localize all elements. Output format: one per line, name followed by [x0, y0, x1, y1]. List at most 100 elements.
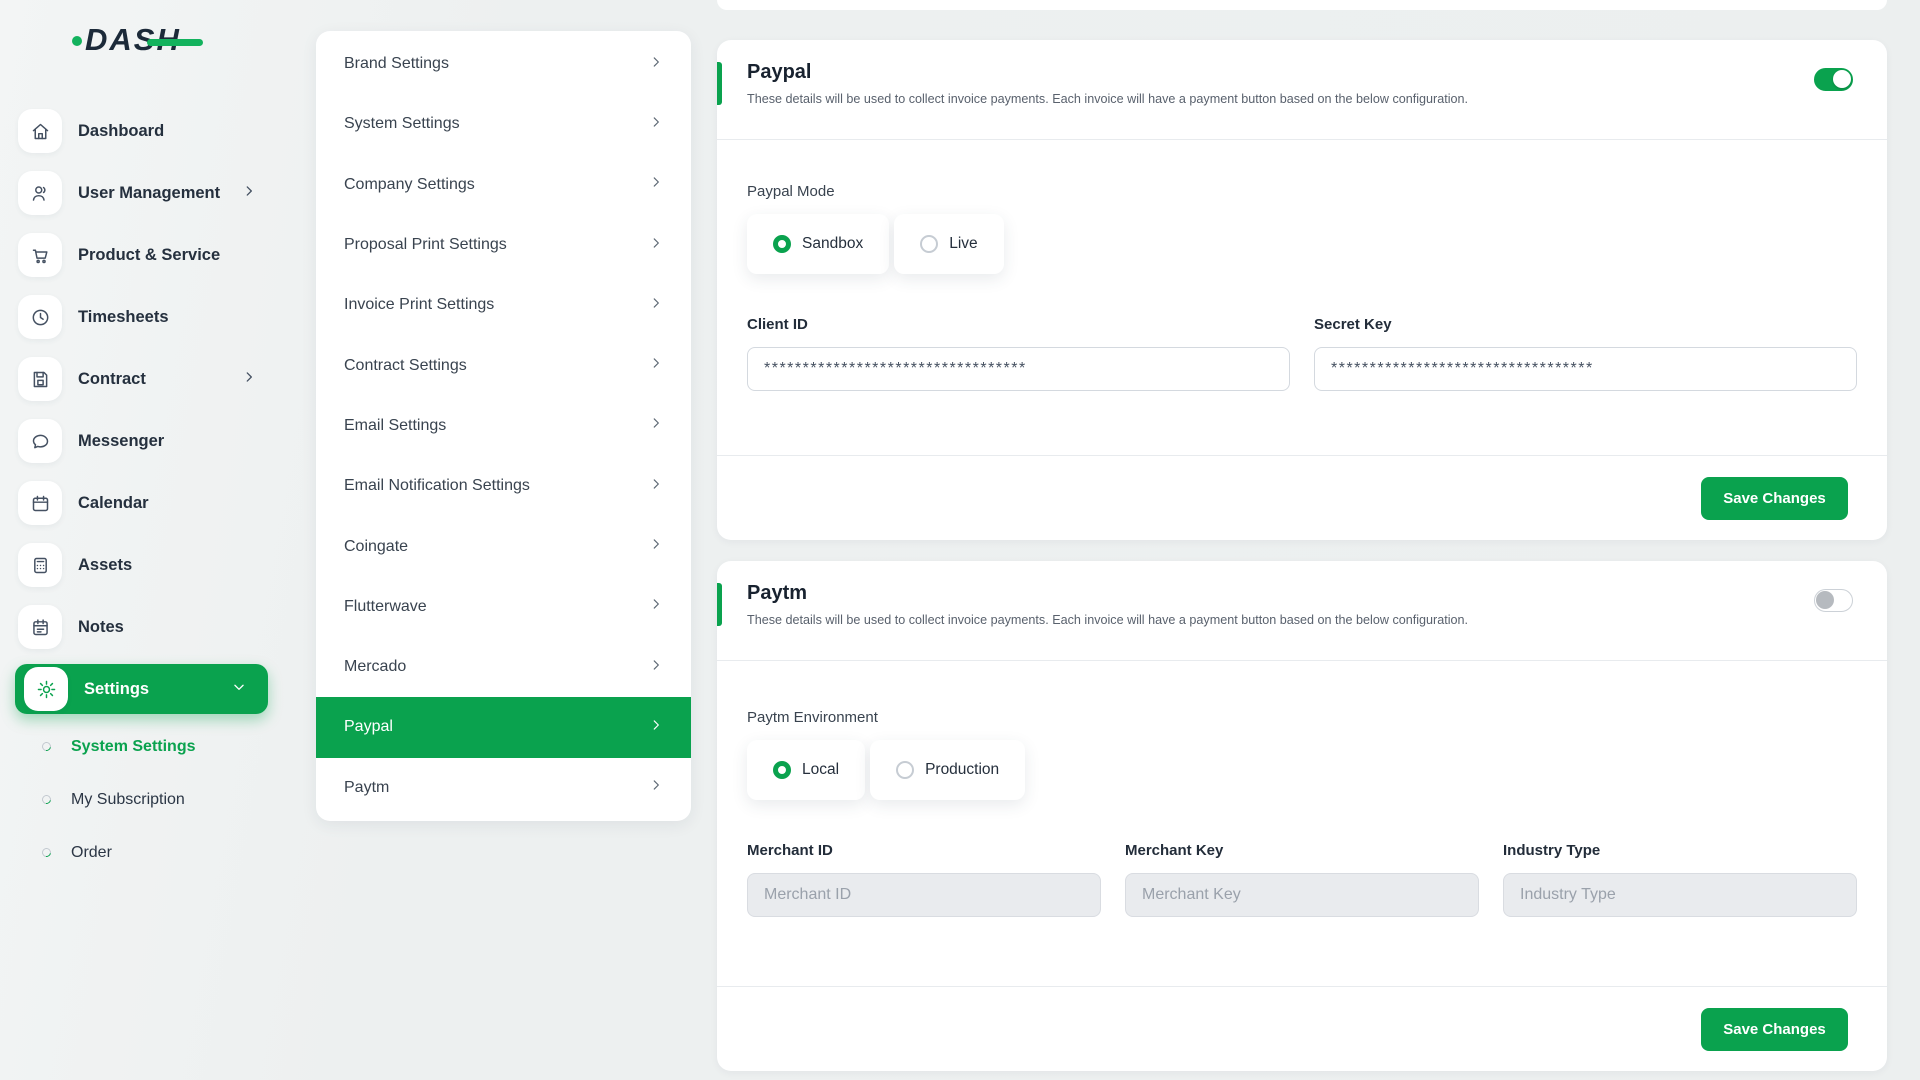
paytm-environment-options: Local Production — [747, 740, 1857, 800]
settings-menu-item-contract-settings[interactable]: Contract Settings — [316, 335, 691, 395]
chevron-right-icon — [649, 778, 663, 797]
menu-item-label: Paytm — [344, 778, 390, 796]
users-icon — [18, 171, 62, 215]
merchant-key-label: Merchant Key — [1125, 842, 1224, 859]
chevron-right-icon — [649, 55, 663, 74]
sidebar-item-label: Assets — [78, 555, 133, 574]
settings-menu-item-system-settings[interactable]: System Settings — [316, 94, 691, 154]
settings-menu-item-coingate[interactable]: Coingate — [316, 516, 691, 576]
paypal-mode-option-live[interactable]: Live — [894, 214, 1004, 274]
sidebar-item-messenger[interactable]: Messenger — [0, 410, 286, 472]
paypal-enabled-toggle[interactable] — [1814, 68, 1853, 91]
chevron-right-icon — [242, 184, 256, 203]
paytm-enabled-toggle[interactable] — [1814, 589, 1853, 612]
sidebar-item-label: Calendar — [78, 493, 149, 512]
settings-menu-item-mercado[interactable]: Mercado — [316, 637, 691, 697]
sidebar-item-timesheets[interactable]: Timesheets — [0, 286, 286, 348]
sidebar-item-settings[interactable]: Settings — [0, 658, 286, 720]
settings-menu-item-flutterwave[interactable]: Flutterwave — [316, 577, 691, 637]
client-id-input[interactable] — [747, 347, 1290, 391]
sidebar-item-calendar[interactable]: Calendar — [0, 472, 286, 534]
sidebar-item-label: Product & Service — [78, 245, 221, 264]
menu-item-label: System Settings — [344, 115, 460, 133]
secret-key-input[interactable] — [1314, 347, 1857, 391]
subnav-item-my-subscription[interactable]: My Subscription — [0, 773, 286, 826]
chevron-right-icon — [649, 175, 663, 194]
sidebar-item-product-service[interactable]: Product & Service — [0, 224, 286, 286]
sidebar-item-notes[interactable]: Notes — [0, 596, 286, 658]
radio-label: Sandbox — [802, 235, 864, 252]
subnav-item-order[interactable]: Order — [0, 826, 286, 879]
sidebar-item-label: Timesheets — [78, 307, 169, 326]
industry-type-input[interactable] — [1503, 873, 1857, 917]
paytm-card-footer: Save Changes — [717, 986, 1887, 1071]
contract-icon — [18, 357, 62, 401]
paytm-environment-label: Paytm Environment — [747, 709, 878, 726]
radio-icon — [773, 235, 791, 253]
radio-label: Production — [925, 761, 1000, 778]
sidebar: DASH Dashboard User Management Product &… — [0, 0, 286, 1080]
sidebar-item-label: Messenger — [78, 431, 165, 450]
clock-icon — [18, 295, 62, 339]
settings-menu-panel: Brand Settings System Settings Company S… — [316, 31, 691, 821]
sidebar-item-label: User Management — [78, 183, 221, 202]
chevron-right-icon — [649, 296, 663, 315]
paypal-mode-option-sandbox[interactable]: Sandbox — [747, 214, 890, 274]
paypal-card-header: Paypal These details will be used to col… — [717, 40, 1887, 140]
sidebar-item-label: Contract — [78, 369, 146, 388]
sidebar-item-dashboard[interactable]: Dashboard — [0, 100, 286, 162]
paytm-description: These details will be used to collect in… — [747, 613, 1469, 627]
settings-menu-item-company-settings[interactable]: Company Settings — [316, 155, 691, 215]
calculator-icon — [18, 543, 62, 587]
paytm-settings-card: Paytm These details will be used to coll… — [717, 561, 1887, 1071]
settings-menu-item-email-notification-settings[interactable]: Email Notification Settings — [316, 456, 691, 516]
toggle-knob — [1816, 591, 1834, 609]
sidebar-item-assets[interactable]: Assets — [0, 534, 286, 596]
bullet-icon — [40, 846, 53, 859]
chevron-right-icon — [649, 356, 663, 375]
menu-item-label: Email Notification Settings — [344, 477, 530, 495]
settings-menu-item-paytm[interactable]: Paytm — [316, 758, 691, 818]
settings-menu-item-paypal[interactable]: Paypal — [316, 697, 691, 758]
settings-menu-item-proposal-print-settings[interactable]: Proposal Print Settings — [316, 215, 691, 275]
client-id-label: Client ID — [747, 316, 808, 333]
industry-type-label: Industry Type — [1503, 842, 1601, 859]
sidebar-item-contract[interactable]: Contract — [0, 348, 286, 410]
paytm-save-button[interactable]: Save Changes — [1701, 1008, 1848, 1051]
paypal-settings-card: Paypal These details will be used to col… — [717, 40, 1887, 540]
menu-item-label: Email Settings — [344, 416, 447, 434]
merchant-id-label: Merchant ID — [747, 842, 833, 859]
settings-subnav: System Settings My Subscription Order — [0, 720, 286, 879]
home-icon — [18, 109, 62, 153]
subnav-item-label: My Subscription — [71, 790, 185, 808]
chevron-right-icon — [649, 597, 663, 616]
logo-bar-icon — [146, 38, 203, 46]
chevron-right-icon — [649, 115, 663, 134]
subnav-item-label: Order — [71, 843, 112, 861]
settings-menu-item-invoice-print-settings[interactable]: Invoice Print Settings — [316, 275, 691, 335]
gear-icon — [24, 667, 68, 711]
paytm-env-option-local[interactable]: Local — [747, 740, 866, 800]
settings-menu-item-email-settings[interactable]: Email Settings — [316, 396, 691, 456]
paytm-env-option-production[interactable]: Production — [870, 740, 1026, 800]
settings-menu-item-brand-settings[interactable]: Brand Settings — [316, 34, 691, 94]
accent-bar — [717, 583, 722, 626]
paypal-mode-options: Sandbox Live — [747, 214, 1857, 274]
sidebar-item-user-management[interactable]: User Management — [0, 162, 286, 224]
chevron-right-icon — [242, 370, 256, 389]
subnav-item-label: System Settings — [71, 737, 196, 755]
bullet-icon — [40, 793, 53, 806]
chevron-right-icon — [649, 416, 663, 435]
chevron-right-icon — [649, 658, 663, 677]
chevron-right-icon — [649, 718, 663, 737]
paypal-save-button[interactable]: Save Changes — [1701, 477, 1848, 520]
chevron-right-icon — [649, 236, 663, 255]
subnav-item-system-settings[interactable]: System Settings — [0, 720, 286, 773]
chat-icon — [18, 419, 62, 463]
menu-item-label: Proposal Print Settings — [344, 236, 507, 254]
radio-icon — [896, 761, 915, 779]
bullet-icon — [40, 740, 53, 753]
previous-card-edge — [717, 0, 1887, 10]
merchant-id-input[interactable] — [747, 873, 1101, 917]
merchant-key-input[interactable] — [1125, 873, 1479, 917]
